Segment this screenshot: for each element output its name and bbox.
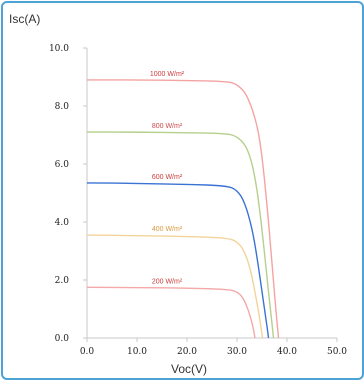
- series-label-3: 600 W/m²: [152, 174, 183, 181]
- x-axis-title: Voc(V): [171, 362, 207, 376]
- series-label-4: 400 W/m²: [152, 226, 183, 233]
- chart-svg: Isc(A) Voc(V) 0.0 2.0 4.0 6.0 8.0 10.0 0.0 10.0…: [9, 12, 347, 376]
- y-tick-label: 8.0: [55, 102, 70, 112]
- series-line-1: [87, 79, 280, 339]
- series-line-2: [87, 131, 275, 339]
- y-tick-label: 6.0: [55, 160, 70, 170]
- x-tick-label: 30.0: [227, 347, 247, 357]
- series-label-2: 800 W/m²: [152, 123, 183, 130]
- series-label-5: 200 W/m²: [152, 278, 183, 285]
- series-line-3: [86, 182, 270, 339]
- x-tick-label: 20.0: [177, 347, 197, 357]
- y-tick-label: 2.0: [55, 276, 70, 286]
- x-tick-label: 0.0: [80, 347, 95, 357]
- x-tick-label: 10.0: [127, 347, 147, 357]
- series-line-4: [86, 234, 264, 339]
- y-tick-label: 0.0: [55, 334, 70, 344]
- series-line-5: [86, 286, 256, 339]
- x-tick-label: 50.0: [327, 347, 347, 357]
- series-label-1: 1000 W/m²: [150, 71, 185, 78]
- x-tick-label: 40.0: [277, 347, 297, 357]
- y-tick-label: 10.0: [49, 44, 69, 54]
- y-axis-title: Isc(A): [9, 12, 40, 26]
- y-tick-label: 4.0: [55, 218, 70, 228]
